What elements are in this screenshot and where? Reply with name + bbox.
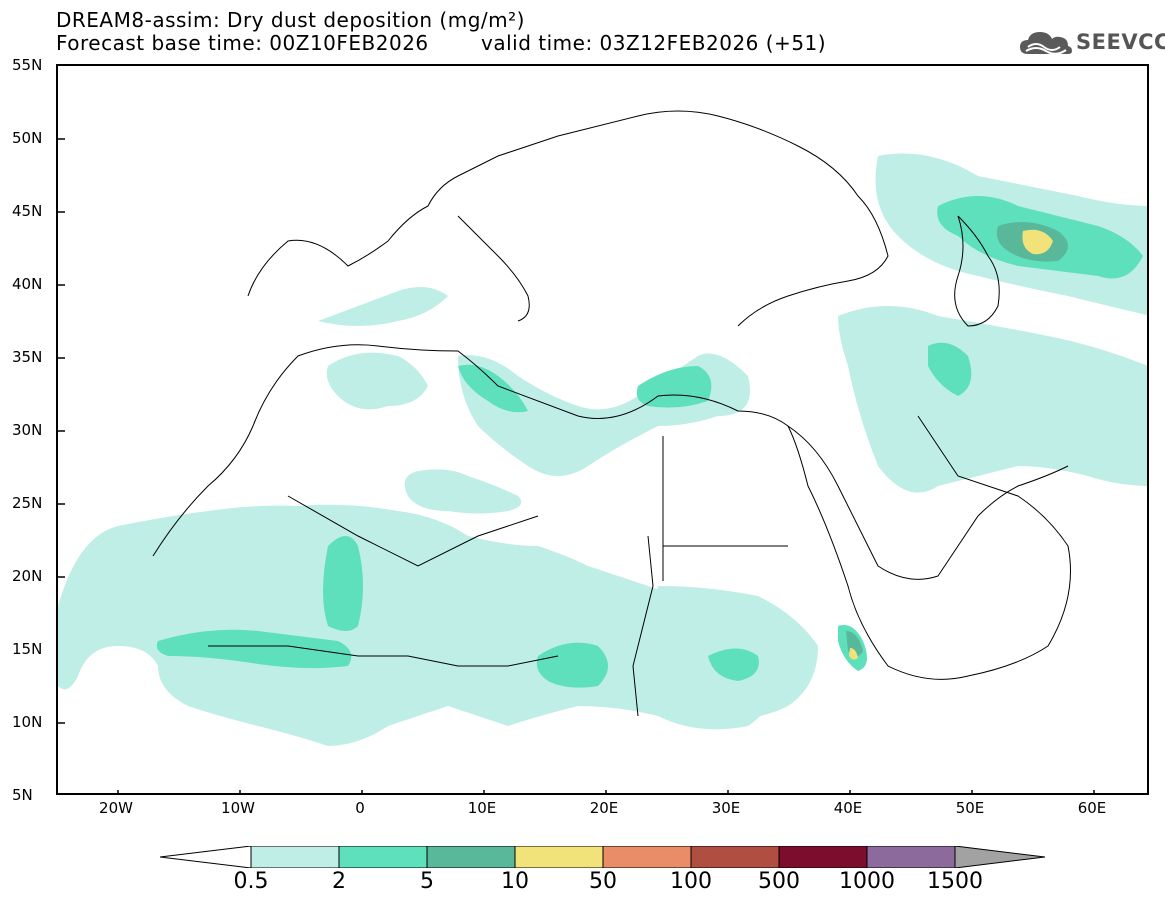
lon-label-30e: 30E: [711, 799, 741, 817]
cloud-icon: [1020, 32, 1072, 55]
map-title: DREAM8-assim: Dry dust deposition (mg/m²…: [56, 8, 525, 32]
colorbar-bin-50-100: [602, 845, 692, 869]
lon-label-60e: 60E: [1077, 799, 1107, 817]
dust-field-tunisia: [458, 364, 528, 413]
coastline-caspian: [954, 215, 1000, 327]
dust-field-sudan: [708, 648, 759, 681]
lat-label-20n: 20N: [12, 567, 43, 585]
lon-label-10e: 10E: [467, 799, 497, 817]
lon-label-50e: 50E: [955, 799, 985, 817]
lon-label-20e: 20E: [589, 799, 619, 817]
colorbar-bin-1000-1500: [866, 845, 956, 869]
lat-label-15n: 15N: [12, 640, 43, 658]
colorbar-label-0.5: 0.5: [233, 869, 269, 894]
coastline-arabia: [787, 425, 1069, 580]
dust-field-eritrea: [849, 648, 858, 660]
lat-label-50n: 50N: [12, 129, 43, 147]
colorbar-label-100: 100: [670, 869, 712, 894]
dust-field-mali: [323, 536, 363, 631]
lat-label-35n: 35N: [12, 348, 43, 366]
lat-label-5n: 5N: [12, 786, 33, 804]
dust-field-senegal: [156, 629, 352, 669]
lon-label-20w: 20W: [99, 799, 133, 817]
lon-label-10w: 10W: [221, 799, 255, 817]
coastline-italy: [457, 215, 530, 322]
map-panel[interactable]: [56, 64, 1149, 795]
colorbar: [159, 845, 1046, 869]
lat-label-30n: 30N: [12, 421, 43, 439]
colorbar-bin-0.5-2: [250, 845, 340, 869]
colorbar-lower-arrow: [159, 845, 252, 869]
forecast-base-time: Forecast base time: 00Z10FEB2026: [56, 31, 429, 55]
coastline-europe: [247, 110, 889, 327]
lat-label-55n: 55N: [12, 56, 43, 74]
colorbar-bin-100-500: [690, 845, 780, 869]
lat-label-45n: 45N: [12, 202, 43, 220]
dust-field-central-sahara: [404, 469, 522, 514]
dust-field-iberia: [318, 287, 448, 326]
border-chad-sudan: [632, 535, 654, 717]
valid-time: valid time: 03Z12FEB2026 (+51): [481, 31, 827, 55]
lat-label-25n: 25N: [12, 494, 43, 512]
colorbar-bin-10-50: [514, 845, 604, 869]
dust-field-aral: [1022, 229, 1053, 255]
colorbar-label-10: 10: [501, 869, 529, 894]
map-canvas: [58, 110, 1147, 793]
logo-text: SEEVCCC: [1076, 30, 1165, 54]
colorbar-label-500: 500: [758, 869, 800, 894]
dust-field-middle-east: [838, 306, 1147, 493]
border-sahel: [208, 645, 559, 667]
lat-label-10n: 10N: [12, 713, 43, 731]
dust-field-chad: [536, 642, 608, 688]
dust-field-libya-coast: [458, 353, 750, 476]
dust-field-algeria-coast: [326, 352, 428, 410]
lon-label-0: 0: [355, 799, 365, 817]
colorbar-label-1500: 1500: [927, 869, 983, 894]
colorbar-label-2: 2: [332, 869, 346, 894]
colorbar-upper-arrow: [954, 845, 1046, 869]
seevccc-logo: SEEVCCC: [1018, 24, 1165, 60]
border-mali-algeria: [287, 495, 539, 567]
dust-field-iran: [928, 342, 972, 396]
colorbar-label-50: 50: [589, 869, 617, 894]
colorbar-bin-2-5: [338, 845, 428, 869]
coastline-north-africa: [152, 344, 1071, 680]
colorbar-graphic: [159, 845, 1046, 869]
colorbar-bin-500-1000: [778, 845, 868, 869]
lon-label-40e: 40E: [833, 799, 863, 817]
lat-label-40n: 40N: [12, 275, 43, 293]
colorbar-label-5: 5: [420, 869, 434, 894]
colorbar-label-1000: 1000: [839, 869, 895, 894]
colorbar-bin-5-10: [426, 845, 516, 869]
dust-field-libya: [636, 366, 712, 408]
